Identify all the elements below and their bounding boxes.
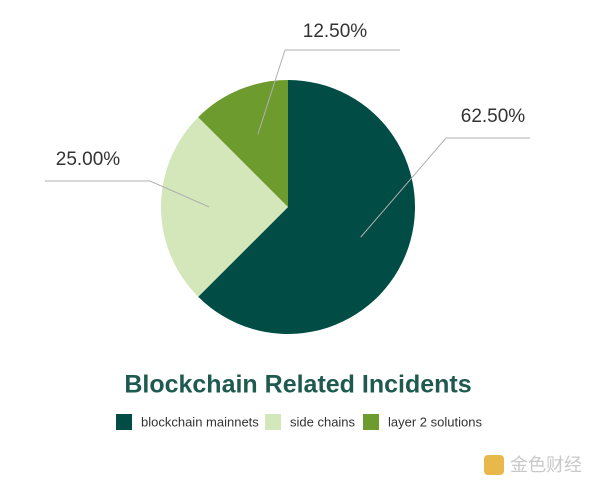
chart-title: Blockchain Related Incidents — [124, 371, 471, 399]
pie-slice — [161, 117, 288, 297]
legend-swatch — [116, 414, 132, 430]
legend-label: layer 2 solutions — [388, 414, 482, 429]
data-label: 62.50% — [461, 106, 526, 127]
data-label: 25.00% — [56, 149, 121, 170]
watermark-icon — [484, 455, 504, 475]
data-label: 12.50% — [303, 21, 368, 42]
leader-line — [257, 49, 400, 135]
legend-label: blockchain mainnets — [141, 414, 259, 429]
leader-line — [360, 137, 530, 238]
watermark: 金色财经 — [484, 455, 582, 475]
watermark-text: 金色财经 — [510, 455, 582, 475]
leader-line — [45, 180, 210, 208]
pie-slice — [198, 80, 415, 334]
legend-label: side chains — [290, 414, 356, 429]
legend-swatch — [265, 414, 281, 430]
legend-swatch — [363, 414, 379, 430]
